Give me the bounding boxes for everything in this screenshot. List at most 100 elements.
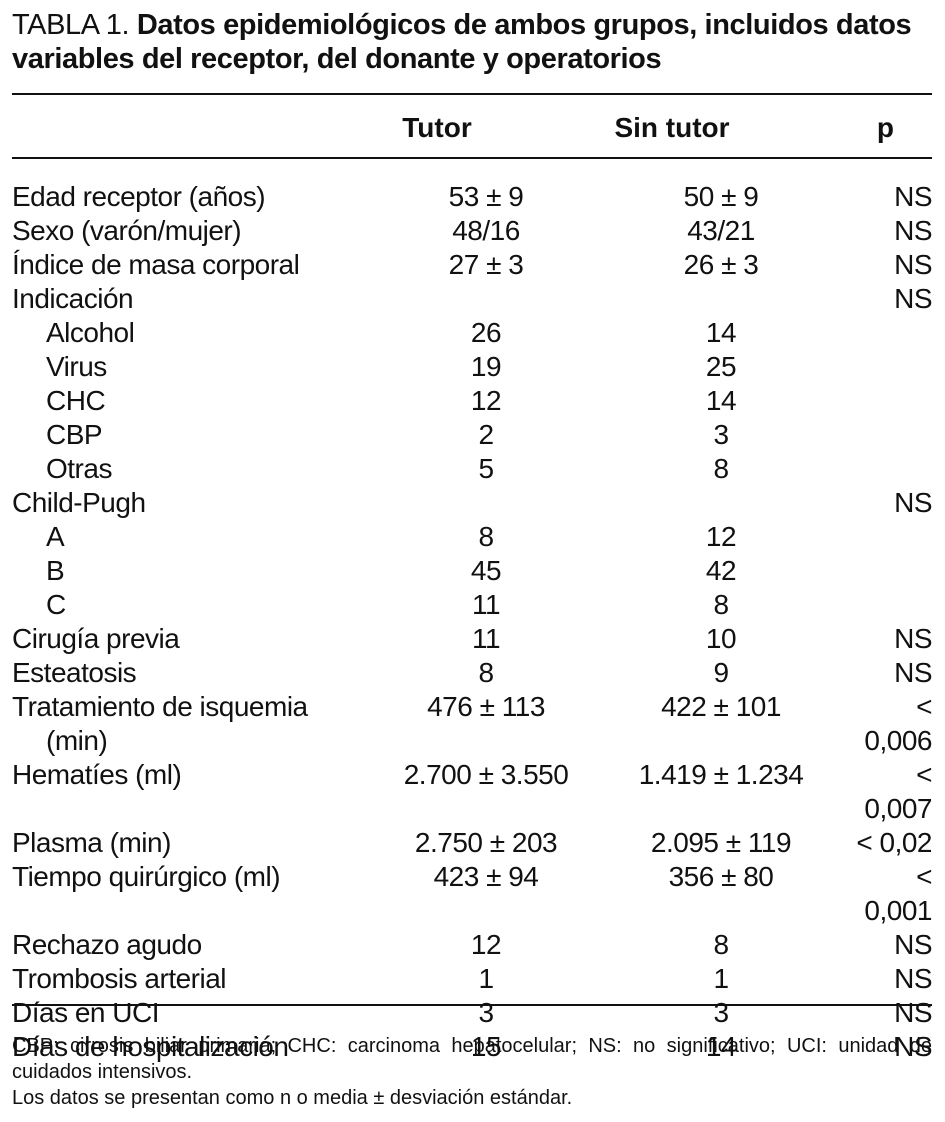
table-cell: 10 [705, 623, 737, 654]
table-title: TABLA 1. Datos epidemiológicos de ambos … [12, 8, 912, 76]
table-row: Tiempo quirúrgico (ml) 423 ± 94 356 ± 80 < … [12, 860, 933, 928]
rule [12, 93, 932, 95]
table-cell: < 0,02 [856, 827, 932, 858]
table-subrow: Alcohol 26 14 [12, 316, 932, 350]
table-cell: Esteatosis [12, 657, 137, 688]
table-cell: < 0,007 [864, 759, 932, 824]
table-row: Esteatosis 8 9 NS [12, 656, 933, 690]
table-cell [596, 282, 846, 316]
table-cell [596, 486, 846, 520]
header-cell: Tutor [402, 112, 472, 143]
table-cell: 2.700 ± 3.550 [403, 759, 569, 790]
table-cell: 15 [470, 1031, 502, 1062]
table-cell: Otras [46, 453, 112, 484]
table-row: Días en UCI 3 3 NS [12, 996, 933, 1030]
table-row: Sexo (varón/mujer) 48/16 43/21 NS [12, 214, 933, 248]
table-cell: Tiempo quirúrgico (ml) [12, 861, 281, 892]
table-cell: Rechazo agudo [12, 929, 202, 960]
table-cell: NS [894, 249, 932, 280]
table-cell: Alcohol [46, 317, 135, 348]
table-cell: CHC [46, 385, 106, 416]
table-subrow: CBP 2 3 [12, 418, 932, 452]
table-body: Edad receptor (años) 53 ± 9 50 ± 9 NS Sexo (… [12, 180, 933, 1064]
table-cell: Cirugía previa [12, 623, 180, 654]
table-cell: 2.095 ± 119 [650, 827, 792, 858]
table-cell: 3 [713, 419, 729, 450]
table-cell: 26 ± 3 [683, 249, 759, 280]
table-row: Rechazo agudo 12 8 NS [12, 928, 933, 962]
table-cell: 45 [470, 555, 502, 586]
table-cell: 19 [470, 351, 502, 382]
table-cell: Indicación [12, 283, 134, 314]
table-cell: < 0,006 [864, 691, 932, 756]
table-row: Índice de masa corporal 27 ± 3 26 ± 3 NS [12, 248, 933, 282]
table-cell: 50 ± 9 [683, 181, 759, 212]
table-cell: CBP [46, 419, 103, 450]
table-row: Plasma (min) 2.750 ± 203 2.095 ± 119 < 0,02 [12, 826, 933, 860]
table-row: Edad receptor (años) 53 ± 9 50 ± 9 NS [12, 180, 933, 214]
table-cell: Índice de masa corporal [12, 249, 300, 280]
table-cell: 14 [705, 1031, 737, 1062]
table-cell: 1.419 ± 1.234 [638, 759, 804, 790]
table-cell: 423 ± 94 [433, 861, 539, 892]
table-cell: < 0,001 [864, 861, 932, 926]
table-cell: Edad receptor (años) [12, 181, 266, 212]
header-cell: Sin tutor [614, 112, 730, 143]
table-subrow: B 45 42 [12, 554, 932, 588]
table-cell: NS [894, 181, 932, 212]
table-cell: Días en UCI [12, 997, 160, 1028]
table-cell: 1 [478, 963, 494, 994]
table-cell: NS [894, 929, 932, 960]
table-cell [376, 282, 596, 316]
footnotes: CBP: cirrosis biliar primaria; CHC: carc… [12, 1033, 932, 1111]
table-subrow: Virus 19 25 [12, 350, 932, 384]
table-cell: 12 [470, 929, 502, 960]
table-cell: 43/21 [687, 215, 755, 246]
table-cell: NS [894, 997, 932, 1028]
table-cell [846, 384, 932, 418]
rule [12, 157, 932, 159]
table-cell: Días de hospitalización [12, 1031, 289, 1062]
table-cell [846, 316, 932, 350]
header-cell: p [876, 112, 894, 143]
table-cell: 12 [705, 521, 737, 552]
table-cell: 53 ± 9 [448, 181, 524, 212]
table-cell: NS [894, 1031, 932, 1062]
table-cell: NS [894, 657, 932, 688]
table-cell: Sexo (varón/mujer) [12, 215, 242, 246]
table-cell: NS [894, 215, 932, 246]
table-cell: 9 [713, 657, 729, 688]
table-cell: 8 [713, 929, 729, 960]
rule [12, 1004, 932, 1006]
table-cell: Virus [46, 351, 107, 382]
table-cell: Hematíes (ml) [12, 759, 182, 790]
table-cell: NS [894, 623, 932, 654]
table-cell: 26 [470, 317, 502, 348]
table-cell: NS [894, 487, 932, 518]
table-cell: 2 [478, 419, 494, 450]
table-cell [376, 486, 596, 520]
table-cell [846, 520, 932, 554]
table-row: Child-Pugh NS [12, 486, 933, 520]
table-subrow: CHC 12 14 [12, 384, 932, 418]
table-cell: 14 [705, 385, 737, 416]
table-subrow: A 8 12 [12, 520, 932, 554]
table-row: Hematíes (ml) 2.700 ± 3.550 1.419 ± 1.234 <… [12, 758, 933, 826]
table-cell: 476 ± 113 [427, 691, 545, 722]
table-row: Cirugía previa 11 10 NS [12, 622, 933, 656]
table-cell: Child-Pugh [12, 487, 146, 518]
table-cell: 42 [705, 555, 737, 586]
table-cell: B [46, 555, 65, 586]
table-cell: Tratamiento de isquemia (min) [12, 691, 308, 756]
table-cell: 422 ± 101 [661, 691, 781, 722]
table-row: Trombosis arterial 1 1 NS [12, 962, 933, 996]
table-cell: 3 [713, 997, 729, 1028]
table-row: Días de hospitalización 15 14 NS [12, 1030, 933, 1064]
table-cell: 11 [471, 623, 501, 654]
table-cell: NS [894, 283, 932, 314]
table-label: TABLA 1. [12, 9, 130, 41]
table-cell [846, 452, 932, 486]
table-cell: 25 [705, 351, 737, 382]
table-cell: 8 [478, 521, 494, 552]
